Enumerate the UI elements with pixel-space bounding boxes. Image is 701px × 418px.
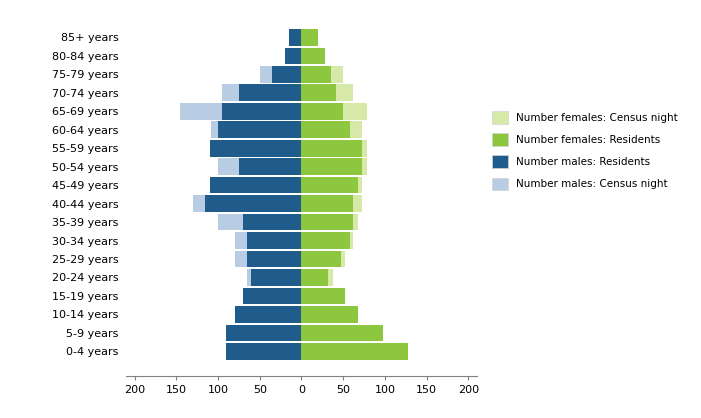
Bar [218, 158, 301, 175]
Bar [218, 121, 301, 138]
Bar [301, 140, 362, 156]
Bar [210, 140, 301, 156]
Bar [301, 343, 408, 359]
Bar [301, 214, 353, 230]
Bar [239, 84, 301, 101]
Bar [226, 325, 301, 341]
Bar [301, 29, 318, 46]
Bar [301, 177, 358, 194]
Bar [301, 288, 345, 304]
Bar [301, 177, 362, 194]
Bar [289, 29, 301, 46]
Bar [226, 343, 301, 359]
Bar [211, 121, 301, 138]
Bar [301, 84, 353, 101]
Bar [301, 121, 350, 138]
Bar [211, 140, 301, 156]
Bar [243, 214, 301, 230]
Bar [301, 66, 343, 83]
Bar [301, 29, 318, 46]
Bar [272, 66, 301, 83]
Bar [301, 269, 333, 286]
Bar [301, 251, 341, 268]
Bar [235, 251, 301, 268]
Bar [222, 84, 301, 101]
Bar [301, 214, 358, 230]
Bar [218, 214, 301, 230]
Bar [235, 306, 301, 323]
Bar [193, 195, 301, 212]
Bar [301, 306, 358, 323]
Bar [289, 29, 301, 46]
Bar [205, 195, 301, 212]
Bar [210, 177, 301, 194]
Bar [235, 232, 301, 249]
Bar [247, 251, 301, 268]
Bar [301, 121, 362, 138]
Bar [239, 158, 301, 175]
Bar [301, 325, 383, 341]
Bar [301, 195, 362, 212]
Bar [301, 251, 345, 268]
Bar [301, 84, 336, 101]
Legend: Number females: Census night, Number females: Residents, Number males: Residents: Number females: Census night, Number fem… [489, 108, 681, 194]
Bar [180, 103, 301, 120]
Bar [301, 232, 353, 249]
Bar [301, 48, 325, 64]
Bar [301, 103, 367, 120]
Bar [301, 140, 367, 156]
Bar [301, 66, 331, 83]
Bar [247, 232, 301, 249]
Bar [226, 343, 301, 359]
Bar [236, 177, 301, 194]
Bar [252, 269, 301, 286]
Bar [301, 325, 383, 341]
Bar [301, 269, 328, 286]
Bar [222, 103, 301, 120]
Bar [247, 269, 301, 286]
Bar [301, 288, 345, 304]
Bar [301, 158, 362, 175]
Bar [301, 195, 353, 212]
Bar [301, 343, 408, 359]
Bar [301, 48, 325, 64]
Bar [301, 232, 350, 249]
Bar [259, 66, 301, 83]
Bar [301, 103, 343, 120]
Bar [301, 158, 367, 175]
Bar [285, 48, 301, 64]
Bar [285, 48, 301, 64]
Bar [243, 288, 301, 304]
Bar [243, 288, 301, 304]
Bar [226, 325, 301, 341]
Bar [301, 306, 358, 323]
Bar [235, 306, 301, 323]
